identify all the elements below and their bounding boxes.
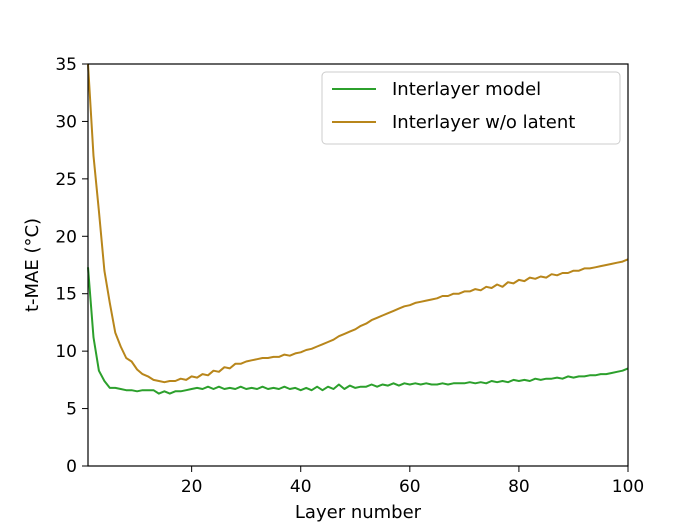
y-axis-label: t-MAE (°C) [22, 218, 43, 312]
series-layer [87, 63, 629, 395]
x-axis-ticks: 20 40 60 80 100 [181, 466, 644, 497]
y-tick-label: 0 [66, 457, 77, 477]
y-tick-label: 25 [55, 170, 77, 190]
legend-label-interlayer-wo-latent: Interlayer w/o latent [392, 112, 575, 133]
y-tick-label: 15 [55, 285, 77, 305]
x-tick-label: 40 [290, 477, 312, 497]
series-line-interlayer-w-o-latent [87, 63, 629, 384]
x-axis-label: Layer number [295, 502, 422, 523]
y-tick-label: 5 [66, 400, 77, 420]
x-tick-label: 60 [399, 477, 421, 497]
y-tick-label: 30 [55, 112, 77, 132]
y-tick-label: 35 [55, 55, 77, 75]
plot-frame [87, 63, 629, 467]
y-tick-label: 20 [55, 227, 77, 247]
legend-box [321, 71, 621, 145]
series-line-interlayer-model [87, 267, 629, 395]
x-tick-label: 100 [612, 477, 644, 497]
legend-label-interlayer-model: Interlayer model [392, 79, 541, 100]
x-tick-label: 20 [181, 477, 203, 497]
x-tick-label: 80 [508, 477, 530, 497]
y-tick-label: 10 [55, 342, 77, 362]
legend: Interlayer model Interlayer w/o latent [321, 71, 621, 145]
y-axis-ticks: 0 5 10 15 20 25 30 35 [55, 55, 88, 477]
